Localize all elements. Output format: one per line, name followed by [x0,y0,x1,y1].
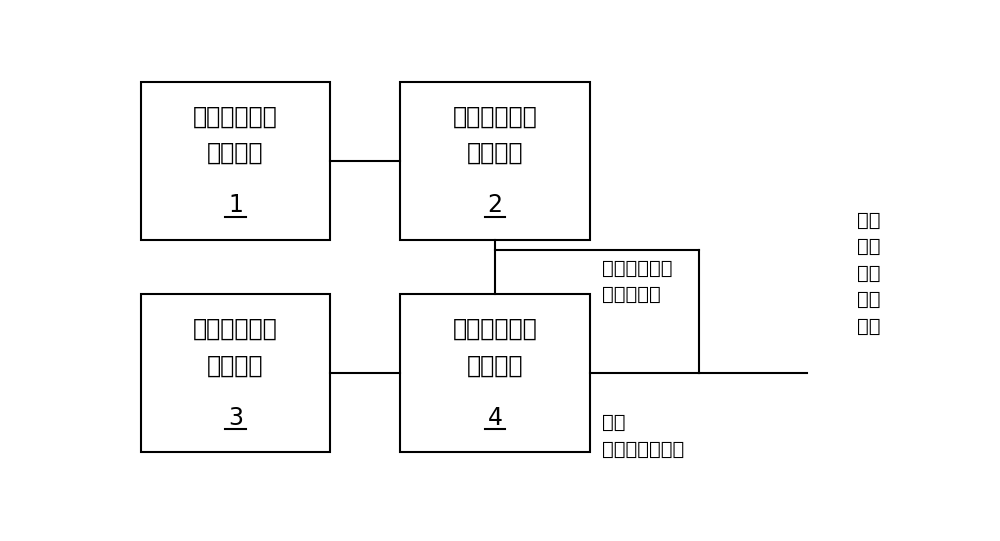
Text: 海底相对标校: 海底相对标校 [193,317,278,341]
Bar [140,82,330,240]
Bar [400,82,590,240]
Bar [400,294,590,452]
Text: 2: 2 [488,193,503,217]
Text: 测量模块: 测量模块 [207,141,264,165]
Text: 所有
海底
基准
点的
位置: 所有 海底 基准 点的 位置 [857,210,881,336]
Text: 3: 3 [228,406,243,430]
Text: 两个绝对基准
点信标位置: 两个绝对基准 点信标位置 [602,259,672,304]
Text: 海面绝对标校: 海面绝对标校 [453,104,537,128]
Bar [140,294,330,452]
Text: 1: 1 [228,193,243,217]
Text: 解算模块: 解算模块 [467,141,523,165]
Text: 4: 4 [488,406,503,430]
Text: 测量模块: 测量模块 [207,353,264,377]
Text: 海底相对标校: 海底相对标校 [453,317,537,341]
Text: 海面绝对标校: 海面绝对标校 [193,104,278,128]
Text: 解算模块: 解算模块 [467,353,523,377]
Text: 相对
基准点信标位置: 相对 基准点信标位置 [602,413,684,459]
